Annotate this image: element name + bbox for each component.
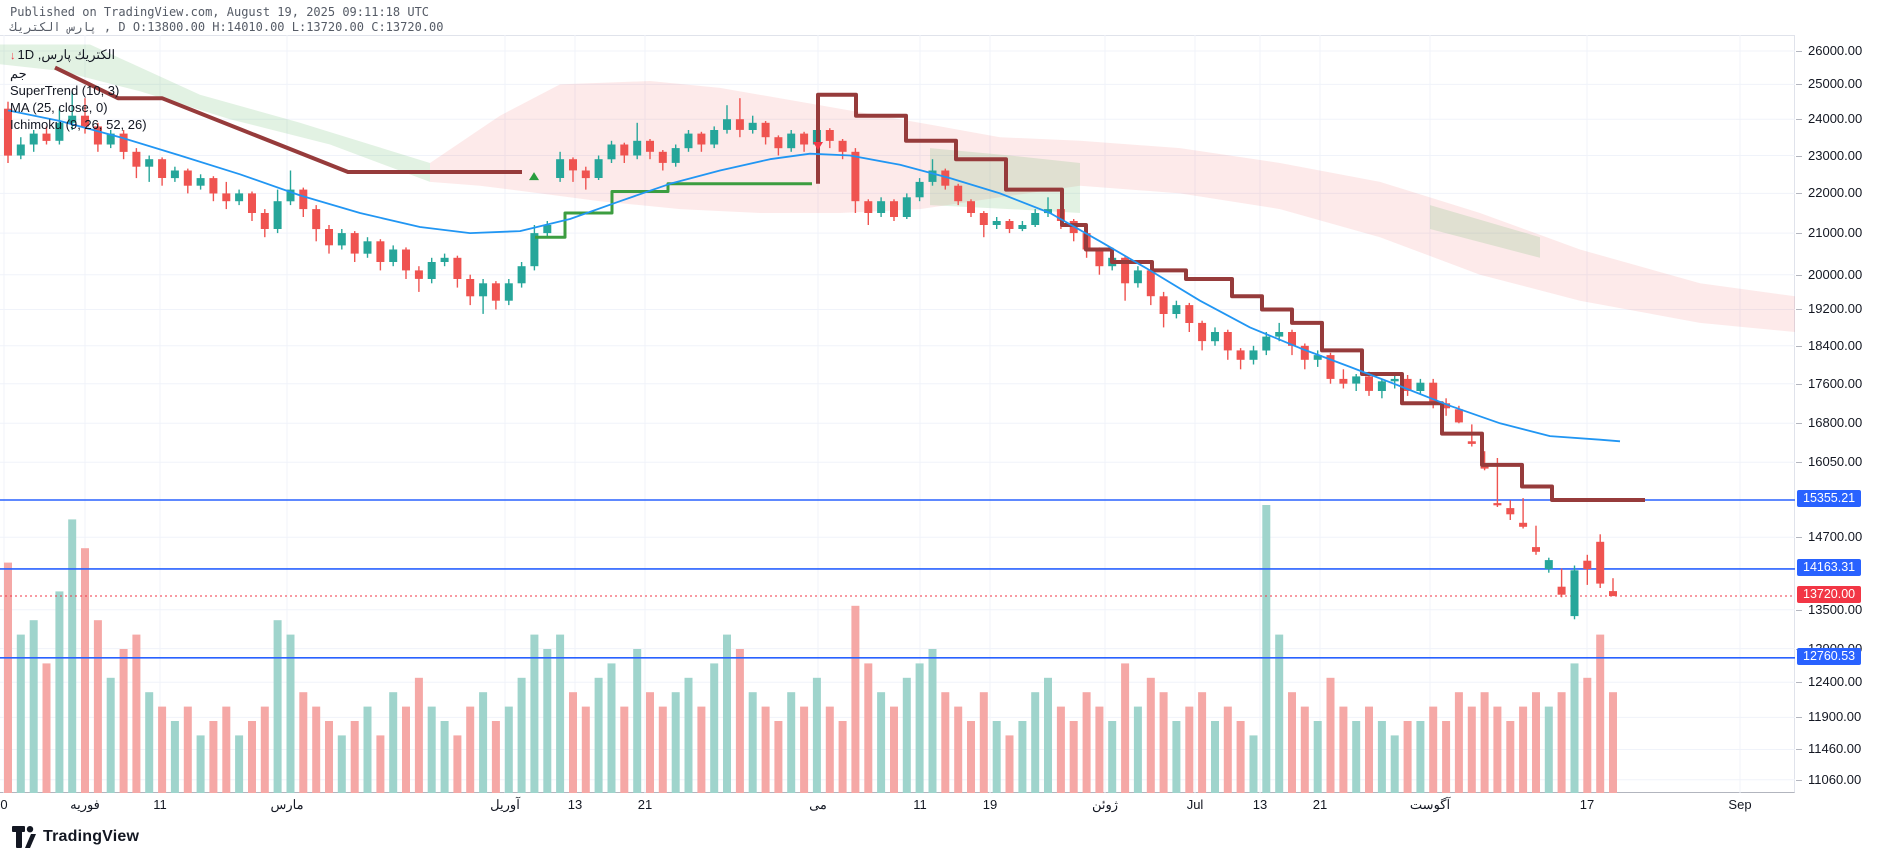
chart-legend: ↓ 1D ,سراپ كيرتكلا مج SuperTrend (10, 3) … [10,46,147,133]
time-axis-label: ژوئن [1091,797,1119,812]
price-tick-mark [1796,84,1802,86]
price-tick-mark [1796,609,1802,611]
price-tick-label: 22000.00 [1808,185,1863,201]
footer-bar: TradingView [0,818,1878,858]
price-tick-mark [1796,345,1802,347]
published-on-line: Published on TradingView.com, August 19,… [10,5,430,19]
price-tick-label: 25000.00 [1808,76,1863,92]
legend-market-row[interactable]: مج [10,66,27,81]
change-down-arrow-icon: ↓ [10,50,16,62]
time-axis-label: Jul [1186,797,1204,812]
price-tick-mark [1796,682,1802,684]
time-axis-label: 19 [982,797,998,812]
price-level-badge[interactable]: 12760.53 [1797,647,1862,665]
symbol-ohlc-line: كيرتكلا سراپ , D O:13800.00 H:14010.00 L… [10,20,444,34]
price-tick-label: 26000.00 [1808,43,1863,58]
price-level-badge[interactable]: 13720.00 [1797,586,1862,604]
price-tick-label: 17600.00 [1808,375,1863,391]
legend-symbol-label: 1D ,سراپ كيرتكلا [17,47,116,62]
time-axis-label: 11 [153,797,167,812]
time-axis-label: 11 [913,797,927,812]
time-axis-label: آوریل [490,797,520,812]
time-axis-label: 0 [0,797,8,812]
price-axis[interactable]: 26000.00 25000.00 24000.00 23000.00 22000.00… [1796,35,1878,793]
legend-supertrend-row[interactable]: SuperTrend (10, 3) [10,83,120,98]
legend-symbol-row[interactable]: ↓ 1D ,سراپ كيرتكلا [10,46,147,65]
price-tick-mark [1796,537,1802,539]
price-tick-mark [1796,717,1802,719]
price-tick-mark [1796,779,1802,781]
legend-ma-row[interactable]: MA (25, close, 0) [10,100,108,115]
price-tick-label: 11060.00 [1808,771,1862,787]
time-axis-label: 13 [567,797,583,812]
time-axis-label: می [809,797,827,812]
price-level-badge[interactable]: 15355.21 [1797,490,1862,507]
price-tick-mark [1796,383,1802,385]
price-tick-label: 21000.00 [1808,225,1863,241]
tradingview-brand-text: TradingView [43,828,140,845]
price-tick-mark [1796,233,1802,235]
price-tick-mark [1796,119,1802,121]
price-tick-mark [1796,193,1802,195]
price-tick-mark [1796,749,1802,751]
legend-ichimoku-row[interactable]: Ichimoku (9, 26, 52, 26) [10,117,147,132]
price-tick-label: 16050.00 [1808,454,1863,470]
time-axis-label: فوریه [70,797,100,812]
price-tick-mark [1796,309,1802,311]
tradingview-logo-icon [12,826,36,848]
price-tick-label: 23000.00 [1808,147,1863,163]
time-axis-label: 21 [1312,797,1328,812]
price-tick-label: 16800.00 [1808,415,1863,431]
price-tick-label: 19200.00 [1808,301,1863,317]
price-level-badge[interactable]: 14163.31 [1797,558,1862,576]
price-tick-label: 13500.00 [1808,601,1863,617]
time-axis-label: مارس [270,797,304,812]
price-tick-label: 11900.00 [1808,709,1862,725]
time-axis-label: Sep [1728,797,1752,812]
price-tick-mark [1796,462,1802,464]
price-tick-mark [1796,155,1802,157]
price-tick-label: 14700.00 [1808,529,1863,545]
time-axis-label: آگوست [1409,797,1451,812]
time-axis[interactable]: 0 فوریه 11 مارس آوریل 13 21 می 11 19 ژوئن Jul 13 21 آگ… [0,795,1795,817]
price-tick-label: 20000.00 [1808,266,1863,282]
price-tick-mark [1796,423,1802,425]
tradingview-logo[interactable]: TradingView [12,826,139,848]
price-tick-mark [1796,51,1802,52]
price-tick-label: 12400.00 [1808,674,1863,690]
time-axis-label: 21 [637,797,653,812]
price-tick-label: 18400.00 [1808,337,1863,353]
price-tick-label: 24000.00 [1808,111,1863,127]
price-tick-label: 11460.00 [1808,741,1862,757]
time-axis-label: 17 [1579,797,1595,812]
time-axis-label: 13 [1252,797,1268,812]
price-tick-mark [1796,274,1802,276]
